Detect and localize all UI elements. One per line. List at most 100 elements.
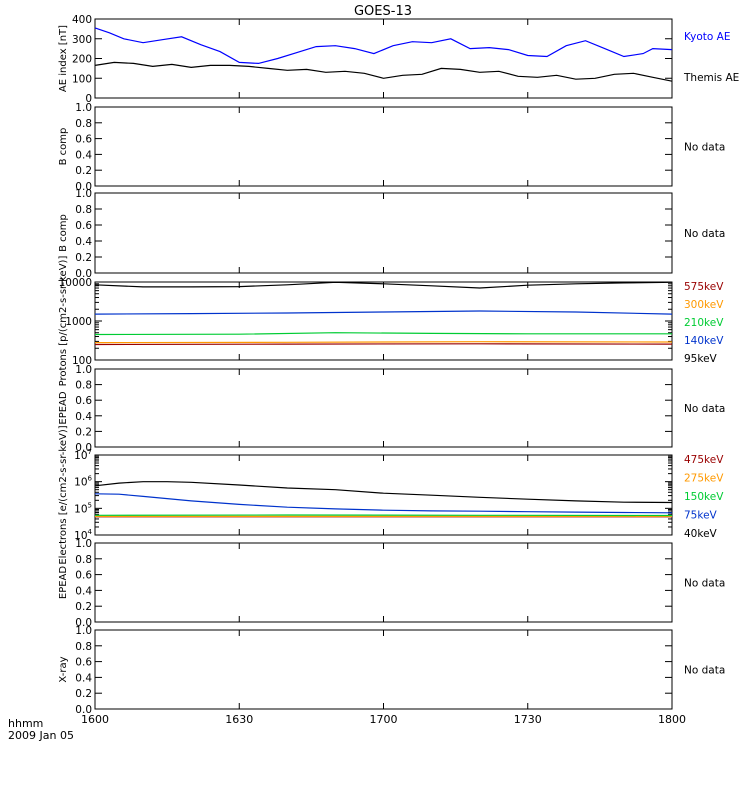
y-tick-label: 0.2 [75,688,92,700]
y-tick-label: 0.0 [75,442,92,454]
y-tick-label: 0.4 [75,149,92,161]
y-tick-label: 0.8 [75,554,92,566]
panel-frame [94,106,673,187]
y-tick-label: 10000 [59,277,92,289]
y-tick-label: 0.0 [75,268,92,280]
time-format-label: hhmm [8,717,43,730]
plot-title: GOES-13 [354,4,412,19]
y-axis-label: Electrons [e/(cm2-s-sr-keV)] [58,425,69,564]
panel-frame [94,629,673,710]
date-label: 2009 Jan 05 [8,729,74,742]
no-data-label: No data [684,403,725,415]
no-data-label: No data [684,228,725,240]
y-axis-label: EPEAD [58,566,69,600]
y-tick-label: 0.0 [75,704,92,716]
y-tick-label: 0.2 [75,252,92,264]
y-tick-label: 0.6 [75,220,92,232]
y-tick-label: 0.4 [75,585,92,597]
y-tick-label: 400 [72,14,92,26]
y-tick-label: 0.2 [75,601,92,613]
no-data-label: No data [684,142,725,154]
series-line [94,281,673,289]
y-tick-label: 1.0 [75,188,92,200]
legend-entry: Kyoto AE [684,31,730,43]
panel-frame [94,542,673,623]
y-tick-label: 1.0 [75,625,92,637]
time-axis: 1600 1630 1700 1730 1800 [81,713,686,726]
x-tick-label: 1800 [658,713,686,726]
legend-entry: 475keV [684,454,724,466]
legend-entry: 95keV [684,353,718,365]
y-tick-label: 0.8 [75,380,92,392]
legend-entry: 275keV [684,473,724,485]
y-tick-label: 1.0 [75,364,92,376]
legend-entry: 150keV [684,491,724,503]
x-tick-label: 1600 [81,713,109,726]
y-tick-label: 0.2 [75,426,92,438]
panel-5: 0.0 0.2 0.4 0.6 0.8 1.0 EPEAD No data [58,364,725,454]
y-tick-label: 107 [74,448,92,462]
y-tick-label: 0.6 [75,570,92,582]
y-tick-label: 0.6 [75,657,92,669]
y-tick-label: 0.4 [75,236,92,248]
panel-frame [94,454,673,536]
y-tick-label: 0.8 [75,641,92,653]
series-line [94,343,673,346]
y-tick-label: 300 [72,34,92,46]
y-tick-label: 0.6 [75,134,92,146]
y-tick-label: 0.8 [75,204,92,216]
y-axis-label: B comp [58,214,69,252]
y-axis-label: B comp [58,128,69,166]
no-data-label: No data [684,578,725,590]
y-tick-label: 1000 [65,316,92,328]
y-tick-label: 100 [72,355,92,367]
y-axis-label: EPEAD [58,391,69,425]
y-tick-label: 0.0 [75,181,92,193]
y-tick-label: 0.2 [75,165,92,177]
series-line [94,493,673,514]
series-line [94,332,672,336]
legend-entry: 575keV [684,281,724,293]
y-tick-label: 0.6 [75,395,92,407]
series-line [94,481,673,504]
y-axis-label: X-ray [58,656,69,682]
panel-frame [94,18,673,99]
panel-7: 0.0 0.2 0.4 0.6 0.8 1.0 EPEAD No data [58,538,725,629]
series-line [94,61,673,82]
series-line [94,341,673,344]
y-axis-label: AE index [nT] [58,25,69,92]
series-line [94,310,673,315]
panel-frame [94,368,673,448]
panel-frame [94,192,673,274]
series-line [94,27,673,65]
legend-entry: 210keV [684,317,724,329]
y-tick-label: 0.0 [75,617,92,629]
legend-entry: 75keV [684,510,718,522]
x-tick-label: 1630 [225,713,253,726]
legend-entry: Themis AE [683,72,739,84]
series-line [94,514,673,517]
no-data-label: No data [684,665,725,677]
y-tick-label: 105 [74,501,92,515]
y-tick-label: 0.4 [75,672,92,684]
y-tick-label: 0.4 [75,411,92,423]
y-tick-label: 1.0 [75,538,92,550]
y-tick-label: 200 [72,54,92,66]
legend-entry: 300keV [684,299,724,311]
x-tick-label: 1730 [514,713,542,726]
y-axis-label: Protons [p/(cm2-s-sr-keV)] [58,256,69,387]
panel-3: 0.0 0.2 0.4 0.6 0.8 1.0 B comp No data [58,188,725,280]
legend-entry: 140keV [684,335,724,347]
panel-2: 0.0 0.2 0.4 0.6 0.8 1.0 B comp No data [58,102,725,193]
y-tick-label: 0 [85,93,92,105]
legend-entry: 40keV [684,528,718,540]
y-tick-label: 106 [74,475,92,489]
x-tick-label: 1700 [370,713,398,726]
panel-frame [94,281,673,361]
panel-8: 0.0 0.2 0.4 0.6 0.8 1.0 X-ray No data [58,625,725,716]
